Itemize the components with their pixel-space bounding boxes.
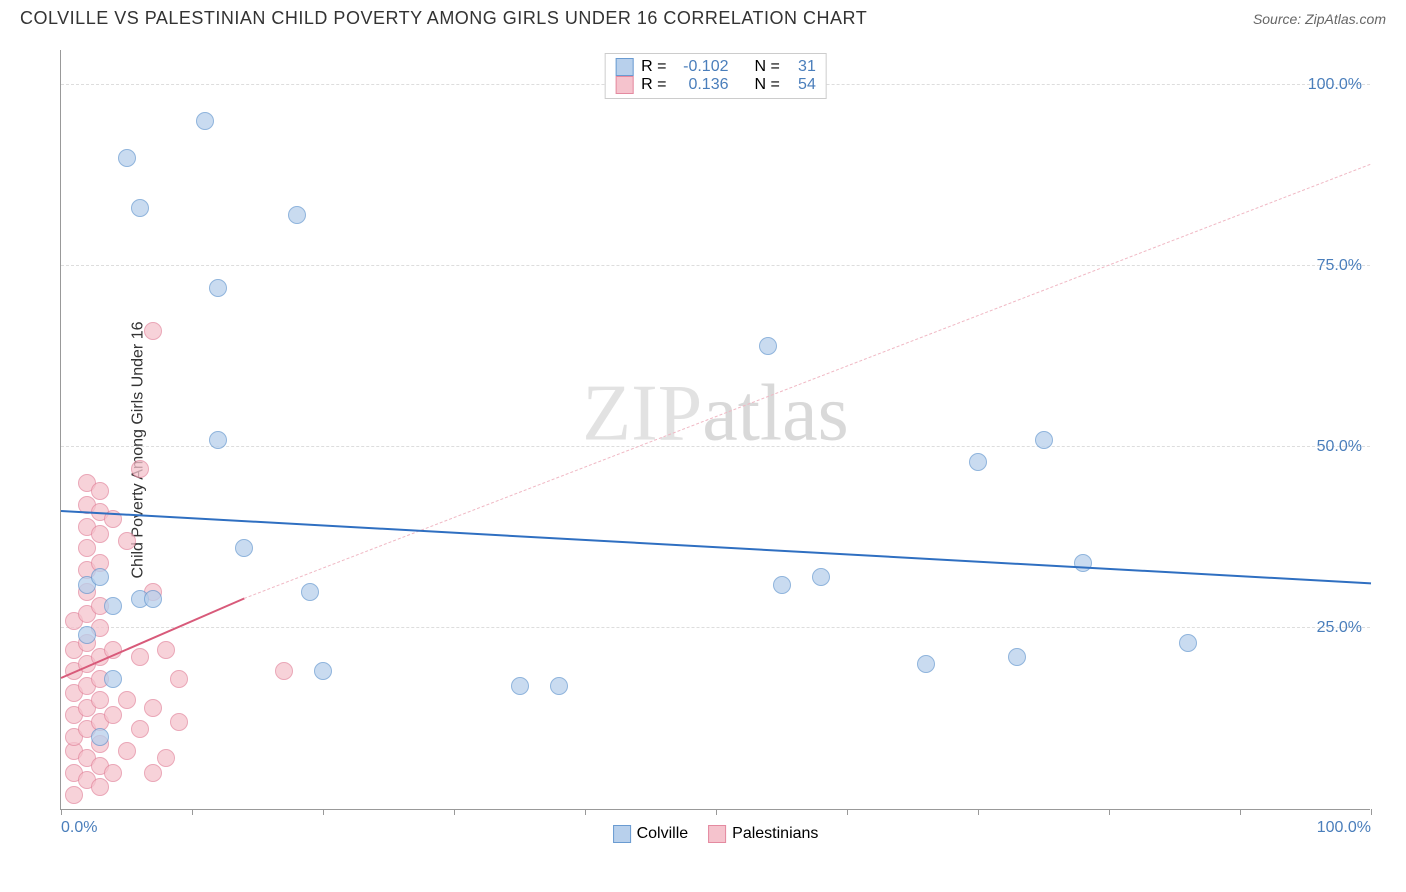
n-label: N = xyxy=(755,76,780,94)
scatter-point xyxy=(91,482,109,500)
scatter-point xyxy=(104,764,122,782)
scatter-point xyxy=(131,648,149,666)
scatter-point xyxy=(550,677,568,695)
x-tick-label: 0.0% xyxy=(61,819,97,837)
x-tick xyxy=(1109,809,1110,815)
scatter-point xyxy=(301,583,319,601)
r-label: R = xyxy=(641,76,666,94)
n-label: N = xyxy=(755,58,780,76)
scatter-point xyxy=(78,539,96,557)
scatter-point xyxy=(157,749,175,767)
legend-item: Colville xyxy=(613,825,689,843)
scatter-point xyxy=(118,149,136,167)
scatter-point xyxy=(144,699,162,717)
x-tick xyxy=(847,809,848,815)
legend-swatch xyxy=(708,825,726,843)
scatter-point xyxy=(118,691,136,709)
source-attribution: Source: ZipAtlas.com xyxy=(1253,11,1386,27)
scatter-point xyxy=(235,539,253,557)
legend-swatch xyxy=(613,825,631,843)
scatter-point xyxy=(118,532,136,550)
scatter-point xyxy=(511,677,529,695)
gridline xyxy=(61,265,1370,266)
scatter-point xyxy=(91,778,109,796)
scatter-point xyxy=(157,641,175,659)
scatter-point xyxy=(759,337,777,355)
x-tick xyxy=(978,809,979,815)
gridline xyxy=(61,446,1370,447)
series-legend: Colville Palestinians xyxy=(613,825,819,843)
x-tick xyxy=(323,809,324,815)
scatter-point xyxy=(1035,431,1053,449)
scatter-point xyxy=(65,786,83,804)
correlation-legend: R = -0.102 N = 31 R = 0.136 N = 54 xyxy=(604,53,827,99)
scatter-point xyxy=(209,279,227,297)
y-tick-label: 100.0% xyxy=(1308,76,1362,94)
scatter-point xyxy=(1074,554,1092,572)
scatter-point xyxy=(91,568,109,586)
trend-line xyxy=(61,510,1371,584)
x-tick-label: 100.0% xyxy=(1317,819,1371,837)
scatter-point xyxy=(917,655,935,673)
gridline xyxy=(61,627,1370,628)
scatter-point xyxy=(91,728,109,746)
trend-line xyxy=(244,164,1371,599)
scatter-point xyxy=(196,112,214,130)
chart-container: Child Poverty Among Girls Under 16 ZIPat… xyxy=(20,40,1386,860)
r-label: R = xyxy=(641,58,666,76)
scatter-point xyxy=(812,568,830,586)
legend-item: Palestinians xyxy=(708,825,818,843)
r-value: 0.136 xyxy=(675,76,729,94)
x-tick xyxy=(61,809,62,815)
source-label: Source: xyxy=(1253,11,1305,27)
chart-title: COLVILLE VS PALESTINIAN CHILD POVERTY AM… xyxy=(20,8,867,29)
scatter-point xyxy=(78,626,96,644)
scatter-point xyxy=(170,670,188,688)
scatter-point xyxy=(773,576,791,594)
x-tick xyxy=(585,809,586,815)
legend-swatch xyxy=(615,58,633,76)
scatter-point xyxy=(170,713,188,731)
scatter-point xyxy=(118,742,136,760)
x-tick xyxy=(454,809,455,815)
legend-stat-row: R = 0.136 N = 54 xyxy=(615,76,816,94)
scatter-point xyxy=(144,322,162,340)
scatter-point xyxy=(104,706,122,724)
x-tick xyxy=(1240,809,1241,815)
scatter-point xyxy=(209,431,227,449)
source-name: ZipAtlas.com xyxy=(1305,11,1386,27)
y-tick-label: 50.0% xyxy=(1317,438,1362,456)
scatter-point xyxy=(1179,634,1197,652)
scatter-point xyxy=(969,453,987,471)
scatter-point xyxy=(91,691,109,709)
scatter-point xyxy=(144,764,162,782)
scatter-point xyxy=(144,590,162,608)
scatter-point xyxy=(131,199,149,217)
legend-stat-row: R = -0.102 N = 31 xyxy=(615,58,816,76)
n-value: 54 xyxy=(788,76,816,94)
x-tick xyxy=(1371,809,1372,815)
scatter-point xyxy=(275,662,293,680)
legend-swatch xyxy=(615,76,633,94)
scatter-point xyxy=(314,662,332,680)
x-tick xyxy=(192,809,193,815)
scatter-point xyxy=(104,597,122,615)
scatter-point xyxy=(288,206,306,224)
scatter-point xyxy=(131,720,149,738)
scatter-point xyxy=(1008,648,1026,666)
legend-label: Colville xyxy=(637,825,689,843)
n-value: 31 xyxy=(788,58,816,76)
scatter-point xyxy=(131,460,149,478)
legend-label: Palestinians xyxy=(732,825,818,843)
scatter-point xyxy=(104,670,122,688)
y-tick-label: 75.0% xyxy=(1317,257,1362,275)
x-tick xyxy=(716,809,717,815)
r-value: -0.102 xyxy=(675,58,729,76)
scatter-plot: ZIPatlas R =-0.102N =31R =0.136N =54 Col… xyxy=(60,50,1370,810)
scatter-point xyxy=(91,525,109,543)
y-tick-label: 25.0% xyxy=(1317,619,1362,637)
